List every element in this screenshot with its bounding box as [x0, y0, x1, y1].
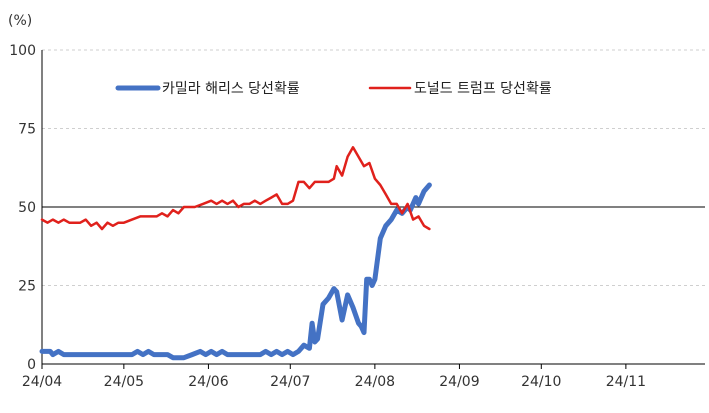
series-line-1 [40, 146, 431, 231]
x-tick-label-1: 24/05 [104, 374, 144, 390]
gridlines [42, 49, 705, 286]
x-tick-label-3: 24/07 [270, 374, 310, 390]
y-tick-label-0: 0 [27, 357, 36, 373]
x-tick-label-5: 24/09 [439, 374, 479, 390]
x-axis: 24/04 24/05 24/06 24/07 24/08 24/09 24/10 24/11 [22, 50, 705, 390]
series-line-0 [39, 182, 432, 361]
x-tick-label-6: 24/10 [521, 374, 561, 390]
legend-label-1: 도널드 트럼프 당선확률 [414, 81, 552, 97]
y-axis-ticks: 0 25 50 75 100 [9, 43, 36, 373]
legend-label-0: 카밀라 해리스 당선확률 [162, 81, 300, 97]
series-lines [39, 146, 432, 361]
x-tick-label-0: 24/04 [22, 374, 62, 390]
y-tick-label-50: 50 [18, 200, 36, 216]
y-tick-label-100: 100 [9, 43, 36, 59]
x-tick-label-7: 24/11 [606, 374, 646, 390]
x-tick-label-2: 24/06 [188, 374, 228, 390]
y-axis-unit-label: (%) [8, 13, 32, 29]
y-tick-label-75: 75 [18, 122, 36, 138]
x-tick-label-4: 24/08 [355, 374, 395, 390]
legend: 카밀라 해리스 당선확률 도널드 트럼프 당선확률 [115, 81, 552, 97]
y-tick-label-25: 25 [18, 279, 36, 295]
